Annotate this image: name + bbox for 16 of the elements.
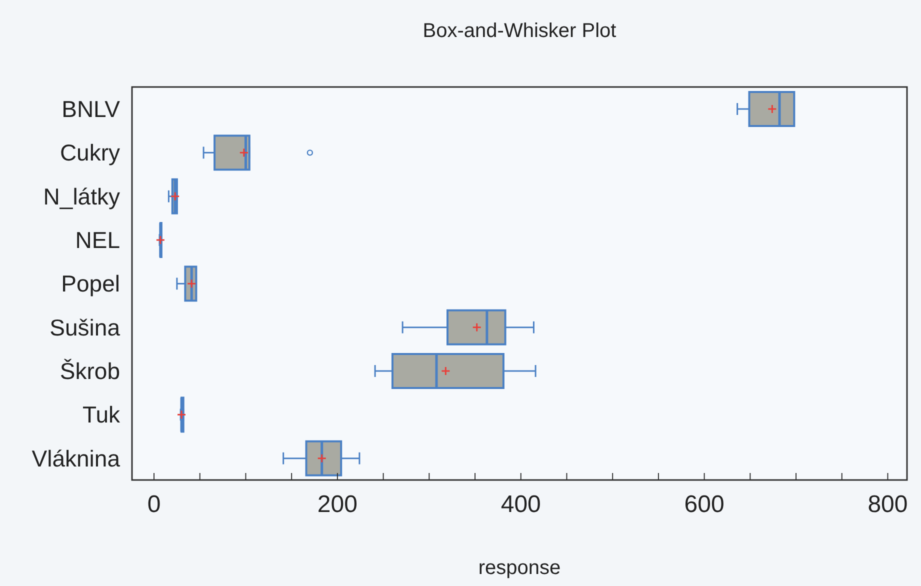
y-tick-label: Sušina (50, 314, 120, 340)
x-tick-label: 200 (317, 491, 358, 518)
y-tick-label: BNLV (62, 96, 121, 122)
x-tick-label: 800 (868, 491, 908, 518)
y-tick-label: Vláknina (32, 445, 120, 472)
y-tick-label: Popel (61, 270, 120, 297)
x-tick-label: 0 (147, 491, 161, 518)
y-tick-label: N_látky (43, 183, 120, 210)
y-tick-label: Škrob (60, 358, 120, 384)
y-tick-label: Tuk (82, 402, 120, 428)
x-axis-title: response (478, 557, 561, 579)
chart-title: Box-and-Whisker Plot (422, 20, 618, 43)
y-tick-label: Cukry (60, 140, 120, 166)
x-tick-label: 400 (500, 491, 541, 518)
x-tick-label: 600 (684, 491, 724, 518)
y-tick-label: NEL (75, 227, 120, 253)
